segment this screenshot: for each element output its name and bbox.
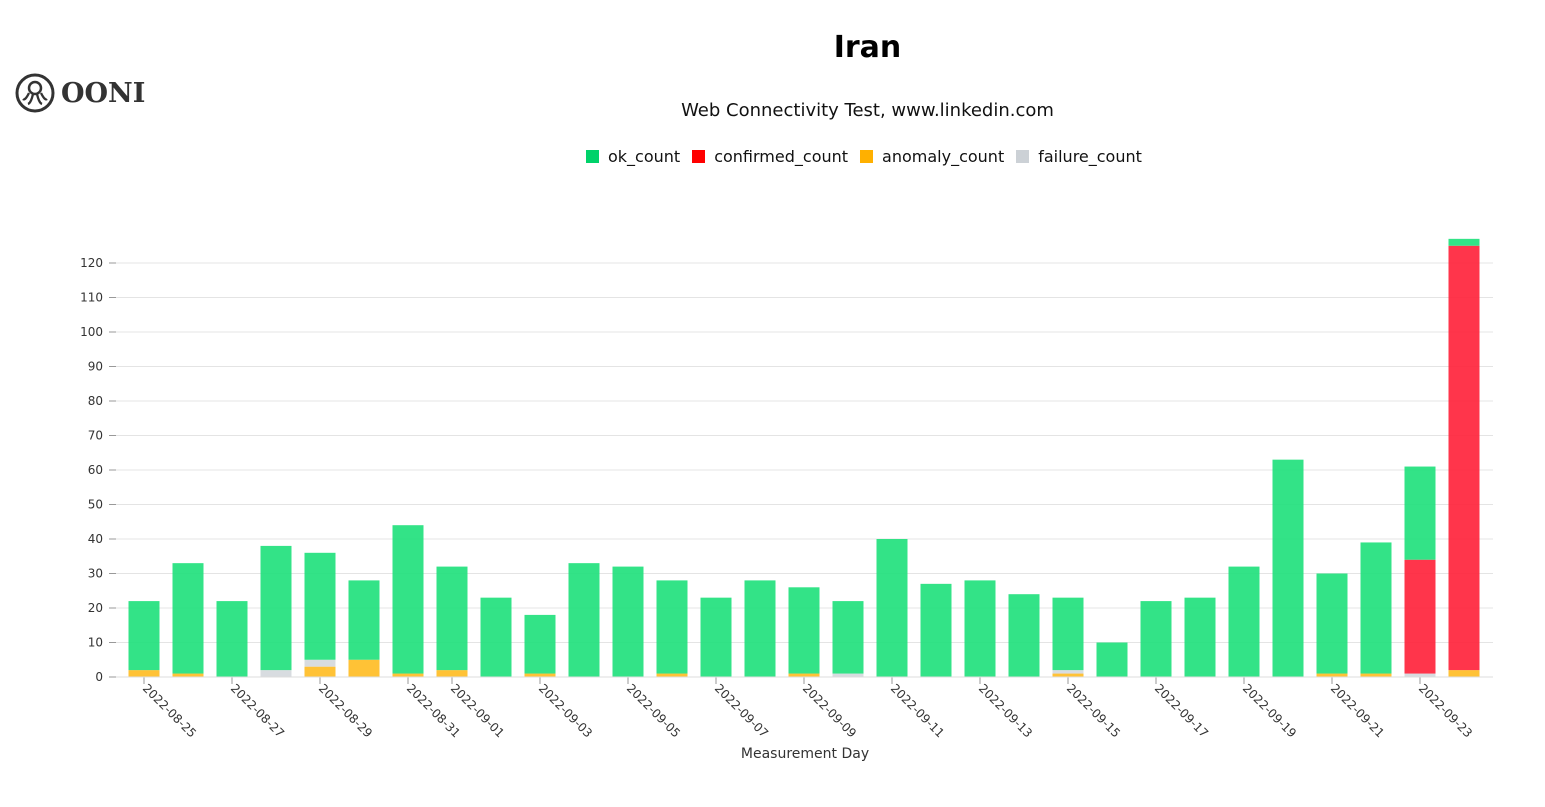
bar-ok_count[interactable] [172,563,204,674]
bar-anomaly_count[interactable] [392,673,424,677]
legend-item-failure_count[interactable]: failure_count [1016,147,1142,166]
bar-failure_count[interactable] [260,670,292,677]
y-tick-label: 110 [80,291,103,305]
bar-anomaly_count[interactable] [128,670,160,677]
x-tick-label: 2022-08-27 [228,681,287,740]
y-tick-label: 60 [88,463,103,477]
bar-failure_count[interactable] [1404,673,1436,677]
bar-anomaly_count[interactable] [436,670,468,677]
bar-anomaly_count[interactable] [1360,673,1392,677]
bar-ok_count[interactable] [964,580,996,677]
bar-ok_count[interactable] [832,601,864,674]
bar-ok_count[interactable] [920,583,952,677]
bar-ok_count[interactable] [788,587,820,674]
bar-ok_count[interactable] [260,545,292,671]
x-tick-label: 2022-09-19 [1240,681,1299,740]
y-tick-label: 10 [88,636,103,650]
bar-anomaly_count[interactable] [524,673,556,677]
x-tick-label: 2022-09-03 [536,681,595,740]
bar-ok_count[interactable] [1140,601,1172,677]
x-tick-label: 2022-09-13 [976,681,1035,740]
bar-ok_count[interactable] [392,525,424,674]
x-tick-label: 2022-08-29 [316,681,375,740]
logo-text: OONI [61,77,146,109]
bar-anomaly_count[interactable] [1448,670,1480,677]
bar-ok_count[interactable] [436,566,468,671]
bar-ok_count[interactable] [1448,238,1480,246]
x-tick-label: 2022-09-11 [888,681,947,740]
y-tick-label: 120 [80,256,103,270]
bar-ok_count[interactable] [128,601,160,671]
legend-item-anomaly_count[interactable]: anomaly_count [860,147,1004,166]
y-tick-label: 40 [88,532,103,546]
legend-swatch [586,150,599,163]
legend-swatch [860,150,874,163]
y-tick-label: 90 [88,360,103,374]
legend: ok_count confirmed_count anomaly_count fail… [586,147,1142,166]
bar-anomaly_count[interactable] [1316,673,1348,677]
bar-ok_count[interactable] [1184,597,1216,677]
bar-ok_count[interactable] [216,601,248,677]
bar-anomaly_count[interactable] [1052,673,1084,677]
x-tick-label: 2022-09-05 [624,681,683,740]
x-tick-label: 2022-08-25 [140,681,199,740]
legend-swatch [692,150,706,163]
bar-anomaly_count[interactable] [304,666,336,677]
bar-anomaly_count[interactable] [788,673,820,677]
legend-label: ok_count [608,147,681,166]
legend-label: failure_count [1038,147,1142,166]
bar-ok_count[interactable] [612,566,644,677]
bar-failure_count[interactable] [832,673,864,677]
bar-ok_count[interactable] [304,552,336,660]
bar-ok_count[interactable] [1360,542,1392,674]
bar-anomaly_count[interactable] [348,659,380,677]
bar-ok_count[interactable] [568,563,600,677]
bar-ok_count[interactable] [700,597,732,677]
legend-item-confirmed_count[interactable]: confirmed_count [692,147,848,166]
bar-ok_count[interactable] [744,580,776,677]
y-tick-label: 80 [88,394,103,408]
x-axis-label: Measurement Day [741,746,869,762]
bar-failure_count[interactable] [304,659,336,667]
x-tick-label: 2022-09-23 [1416,681,1475,740]
bar-anomaly_count[interactable] [172,673,204,677]
bar-ok_count[interactable] [1404,466,1436,560]
bar-confirmed_count[interactable] [1404,559,1436,674]
ooni-logo: OONI [15,73,145,113]
legend-swatch [1016,150,1030,163]
bar-ok_count[interactable] [1008,594,1040,677]
bar-ok_count[interactable] [1316,573,1348,674]
x-tick-label: 2022-09-21 [1328,681,1387,740]
y-tick-label: 0 [95,670,103,684]
y-tick-label: 20 [88,601,103,615]
bar-ok_count[interactable] [1096,642,1128,678]
legend-item-ok_count[interactable]: ok_count [586,147,680,166]
chart-title: Iran [833,30,902,65]
bar-ok_count[interactable] [1272,459,1304,677]
x-tick-label: 2022-09-07 [712,681,771,740]
y-tick-label: 70 [88,429,103,443]
y-tick-label: 30 [88,567,103,581]
bar-ok_count[interactable] [1052,597,1084,671]
legend-label: anomaly_count [882,147,1005,166]
y-tick-label: 50 [88,498,103,512]
octopus-icon [15,73,55,113]
bar-anomaly_count[interactable] [656,673,688,677]
bar-ok_count[interactable] [348,580,380,660]
legend-label: confirmed_count [714,147,849,166]
x-tick-label: 2022-09-15 [1064,681,1123,740]
chart-subtitle: Web Connectivity Test, www.linkedin.com [681,100,1054,121]
y-tick-label: 100 [80,325,103,339]
bar-confirmed_count[interactable] [1448,245,1480,671]
bar-ok_count[interactable] [1228,566,1260,677]
x-tick-label: 2022-09-17 [1152,681,1211,740]
bar-failure_count[interactable] [1052,670,1084,674]
bar-ok_count[interactable] [876,539,908,677]
bar-ok_count[interactable] [524,614,556,674]
x-tick-label: 2022-09-09 [800,681,859,740]
bar-ok_count[interactable] [480,597,512,677]
bar-ok_count[interactable] [656,580,688,674]
